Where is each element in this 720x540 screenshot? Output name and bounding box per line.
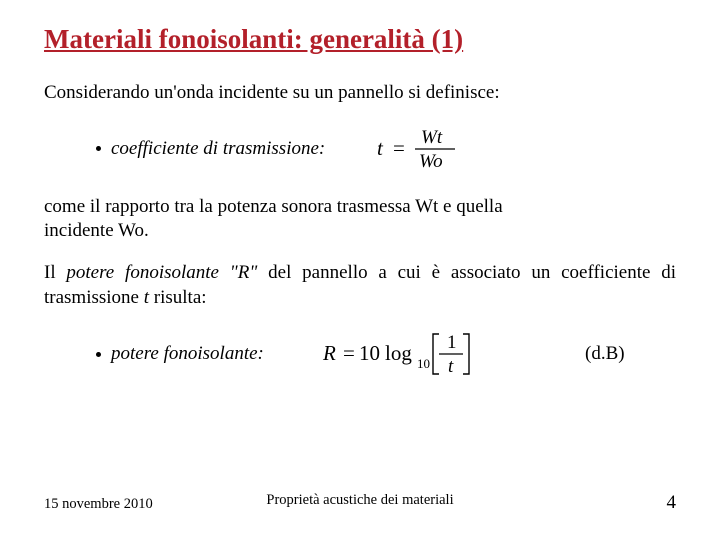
def-emph-R: potere fonoisolante "R" [66,262,257,283]
svg-text:1: 1 [447,332,457,353]
svg-text:log: log [385,341,412,365]
def-p5: risulta: [149,287,207,308]
bullet-label-2: potere fonoisolante: [111,343,289,365]
footer-date: 15 novembre 2010 [44,496,153,513]
bullet-dot-icon [96,146,101,151]
paragraph-definition: Il potere fonoisolante "R" del pannello … [44,261,676,310]
paragraph-ratio: come il rapporto tra la potenza sonora t… [44,195,676,244]
svg-text:10: 10 [359,341,380,365]
def-p1: Il [44,262,66,283]
slide-footer: 15 novembre 2010 Proprietà acustiche dei… [44,492,676,514]
unit-db: (d.B) [585,343,625,365]
svg-text:10: 10 [417,356,430,371]
intro-paragraph: Considerando un'onda incidente su un pan… [44,81,676,105]
bullet-dot-icon [96,352,101,357]
formula-t-wt-wo: t = Wt Wo [371,125,481,173]
svg-text:Wt: Wt [421,127,443,148]
footer-center: Proprietà acustiche dei materiali [266,492,453,509]
svg-text:t: t [377,136,384,160]
svg-text:=: = [393,136,405,160]
ratio-line1: come il rapporto tra la potenza sonora t… [44,196,503,217]
bullet-potere-fonoisolante: potere fonoisolante: R = 10 log 10 1 t (… [96,328,676,380]
svg-text:R: R [322,341,336,365]
svg-text:=: = [343,341,355,365]
svg-text:t: t [448,356,454,377]
bullet-label-1: coefficiente di trasmissione: [111,138,341,160]
page-number: 4 [667,492,677,514]
bullet-coeff-trasmissione: coefficiente di trasmissione: t = Wt Wo [96,125,676,173]
slide-title: Materiali fonoisolanti: generalità (1) [44,24,676,55]
svg-text:Wo: Wo [419,151,443,172]
formula-R-log: R = 10 log 10 1 t [319,328,529,380]
ratio-line2: incidente Wo. [44,220,149,241]
